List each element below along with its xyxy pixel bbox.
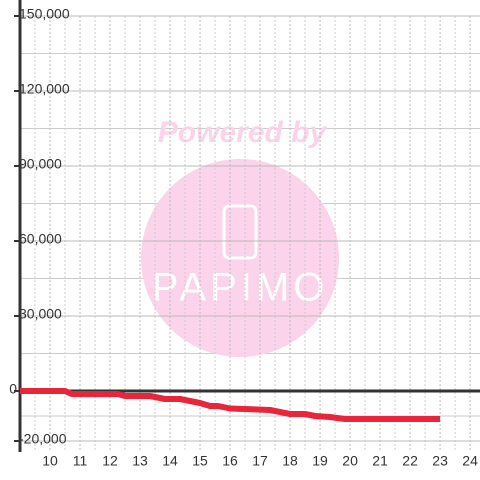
x-tick-label: 10: [42, 453, 58, 469]
y-tick-label: -20,000: [19, 431, 67, 447]
x-tick-label: 14: [162, 453, 178, 469]
x-tick-label: 24: [462, 453, 478, 469]
data-line: [20, 388, 441, 422]
x-tick-label: 21: [372, 453, 388, 469]
y-tick-label: 150,000: [19, 6, 70, 22]
watermark-text: Powered by: [158, 116, 328, 149]
x-tick-label: 16: [222, 453, 238, 469]
x-tick-label: 22: [402, 453, 418, 469]
x-tick-label: 19: [312, 453, 328, 469]
x-tick-label: 12: [102, 453, 118, 469]
watermark-logo: PAPIMO: [152, 266, 329, 310]
x-tick-label: 17: [252, 453, 268, 469]
y-tick-label: 0: [9, 381, 17, 397]
x-tick-label: 13: [132, 453, 148, 469]
x-tick-label: 11: [73, 453, 88, 469]
y-tick-label: 120,000: [19, 81, 70, 97]
x-tick-label: 23: [432, 453, 448, 469]
y-tick-label: 30,000: [19, 306, 62, 322]
x-tick-label: 18: [282, 453, 298, 469]
x-tick-label: 20: [342, 453, 358, 469]
x-tick-label: 15: [192, 453, 208, 469]
watermark: Powered by PAPIMO: [141, 116, 339, 357]
y-tick-label: 60,000: [19, 231, 62, 247]
watermark-icon: [222, 204, 258, 260]
y-tick-label: 90,000: [19, 156, 62, 172]
